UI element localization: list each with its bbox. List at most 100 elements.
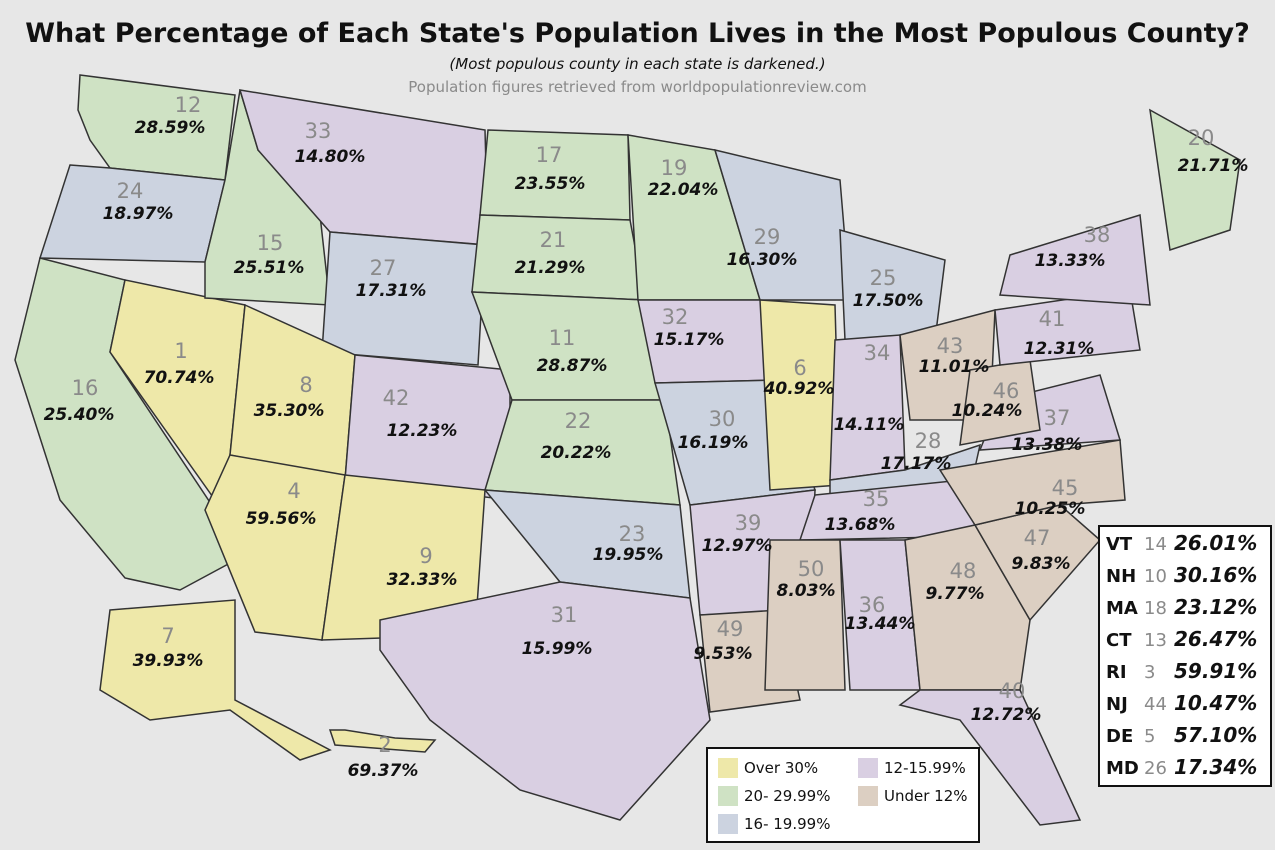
legend-label: Over 30% bbox=[744, 759, 819, 777]
state-percent: 70.74% bbox=[144, 368, 215, 388]
state-percent: 25.40% bbox=[44, 405, 115, 425]
legend-label: 12-15.99% bbox=[884, 759, 966, 777]
state-rank: 16 bbox=[72, 376, 99, 400]
state-shape bbox=[379, 581, 711, 821]
legend-swatch bbox=[858, 758, 878, 778]
state-percent: 10.47% bbox=[1174, 691, 1258, 715]
state-percent: 12.31% bbox=[1024, 339, 1095, 359]
table-row: NH 10 30.16% bbox=[1106, 563, 1257, 593]
legend: Over 30% 20- 29.99% 16- 19.99% 12-15.99%… bbox=[706, 747, 980, 843]
map-title: What Percentage of Each State's Populati… bbox=[25, 18, 1250, 49]
state-rank: 37 bbox=[1044, 406, 1071, 430]
state-abbr: RI bbox=[1106, 662, 1127, 683]
northeast-states-table: VT 14 26.01% NH 10 30.16% MA 18 23.12% CT 13 26.… bbox=[1098, 525, 1272, 787]
state-labels: 1228.59%2418.97%1625.40%170.74%1525.51%3… bbox=[44, 93, 1249, 781]
state-rank: 39 bbox=[735, 511, 762, 535]
table-row: CT 13 26.47% bbox=[1106, 627, 1257, 657]
state-percent: 15.17% bbox=[654, 330, 725, 350]
state-percent: 15.99% bbox=[522, 639, 593, 659]
state-shape bbox=[321, 231, 486, 366]
legend-swatch bbox=[718, 814, 738, 834]
state-rank: 33 bbox=[305, 119, 332, 143]
state-percent: 28.87% bbox=[537, 356, 608, 376]
state-percent: 35.30% bbox=[254, 401, 325, 421]
state-rank: 44 bbox=[1144, 694, 1167, 715]
state-abbr: NH bbox=[1106, 566, 1137, 587]
state-percent: 30.16% bbox=[1174, 563, 1258, 587]
state-rank: 31 bbox=[551, 603, 578, 627]
state-percent: 19.95% bbox=[593, 545, 664, 565]
state-shapes bbox=[14, 74, 1241, 826]
state-shape bbox=[999, 214, 1151, 306]
state-rank: 43 bbox=[937, 334, 964, 358]
state-rank: 23 bbox=[619, 522, 646, 546]
state-percent: 25.51% bbox=[234, 258, 305, 278]
state-percent: 13.38% bbox=[1012, 435, 1083, 455]
state-percent: 8.03% bbox=[777, 581, 836, 601]
state-percent: 18.97% bbox=[103, 204, 174, 224]
legend-label: 20- 29.99% bbox=[744, 787, 831, 805]
state-abbr: VT bbox=[1106, 534, 1133, 555]
legend-item: 12-15.99% bbox=[858, 758, 966, 778]
state-shape bbox=[938, 439, 1126, 526]
state-percent: 20.22% bbox=[541, 443, 612, 463]
state-percent: 32.33% bbox=[387, 570, 458, 590]
state-rank: 47 bbox=[1024, 526, 1051, 550]
state-percent: 21.71% bbox=[1178, 156, 1249, 176]
state-percent: 12.97% bbox=[702, 536, 773, 556]
state-percent: 9.77% bbox=[926, 584, 985, 604]
state-rank: 11 bbox=[549, 326, 576, 350]
state-rank: 38 bbox=[1084, 223, 1111, 247]
state-percent: 10.24% bbox=[952, 401, 1023, 421]
state-percent: 9.83% bbox=[1012, 554, 1071, 574]
state-rank: 24 bbox=[117, 179, 144, 203]
state-rank: 42 bbox=[383, 386, 410, 410]
state-rank: 48 bbox=[950, 559, 977, 583]
state-abbr: DE bbox=[1106, 726, 1134, 747]
state-percent: 17.34% bbox=[1174, 755, 1258, 779]
state-rank: 46 bbox=[993, 379, 1020, 403]
legend-item: 20- 29.99% bbox=[718, 786, 830, 806]
state-percent: 12.23% bbox=[387, 421, 458, 441]
state-rank: 18 bbox=[1144, 598, 1167, 619]
state-rank: 26 bbox=[1144, 758, 1167, 779]
state-rank: 28 bbox=[915, 429, 942, 453]
state-rank: 15 bbox=[257, 231, 284, 255]
state-percent: 12.72% bbox=[971, 705, 1042, 725]
state-rank: 10 bbox=[1144, 566, 1167, 587]
state-abbr: MD bbox=[1106, 758, 1139, 779]
state-abbr: CT bbox=[1106, 630, 1132, 651]
state-percent: 13.44% bbox=[845, 614, 916, 634]
state-shape bbox=[898, 689, 1082, 826]
state-shape bbox=[204, 454, 346, 641]
state-percent: 17.50% bbox=[853, 291, 924, 311]
state-rank: 22 bbox=[565, 409, 592, 433]
state-percent: 21.29% bbox=[515, 258, 586, 278]
state-rank: 27 bbox=[370, 256, 397, 280]
state-percent: 39.93% bbox=[133, 651, 204, 671]
state-rank: 4 bbox=[287, 479, 300, 503]
table-row: NJ 44 10.47% bbox=[1106, 691, 1257, 721]
state-percent: 16.19% bbox=[678, 433, 749, 453]
state-percent: 14.11% bbox=[834, 415, 905, 435]
state-rank: 14 bbox=[1144, 534, 1167, 555]
state-percent: 59.91% bbox=[1174, 659, 1258, 683]
state-percent: 23.12% bbox=[1174, 595, 1258, 619]
state-rank: 25 bbox=[870, 266, 897, 290]
state-percent: 17.17% bbox=[881, 454, 952, 474]
state-rank: 21 bbox=[540, 228, 567, 252]
state-rank: 5 bbox=[1144, 726, 1156, 747]
state-percent: 17.31% bbox=[356, 281, 427, 301]
state-rank: 41 bbox=[1039, 307, 1066, 331]
state-percent: 26.47% bbox=[1174, 627, 1258, 651]
state-percent: 9.53% bbox=[694, 644, 753, 664]
table-row: RI 3 59.91% bbox=[1106, 659, 1257, 689]
state-shape bbox=[1149, 108, 1241, 251]
legend-label: Under 12% bbox=[884, 787, 968, 805]
state-rank: 20 bbox=[1188, 126, 1215, 150]
state-rank: 36 bbox=[859, 593, 886, 617]
state-percent: 22.04% bbox=[648, 180, 719, 200]
legend-swatch bbox=[858, 786, 878, 806]
state-percent: 23.55% bbox=[515, 174, 586, 194]
